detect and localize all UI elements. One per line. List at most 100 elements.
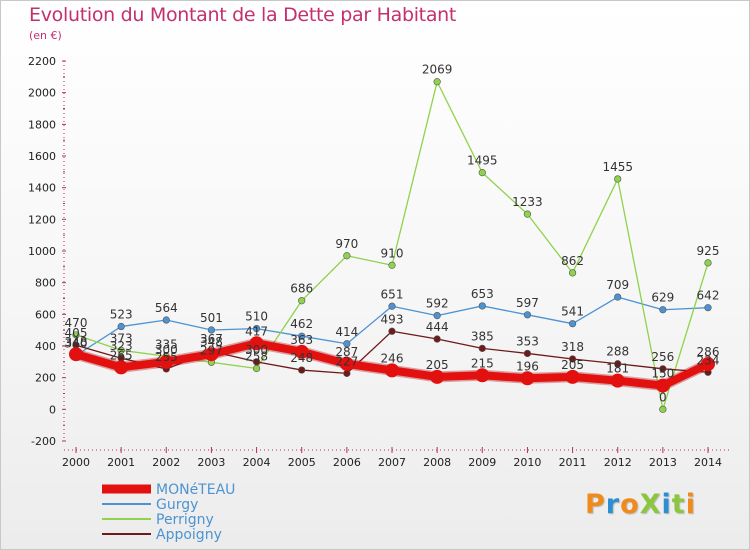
data-point (162, 316, 170, 324)
data-label: 300 (245, 343, 268, 357)
data-point (475, 368, 490, 383)
data-label: 335 (155, 337, 178, 351)
data-point (69, 347, 83, 362)
chart-title: Evolution du Montant de la Dette par Hab… (29, 4, 457, 26)
logo-letter: o (620, 489, 640, 520)
data-point (252, 364, 261, 373)
data-label: 265 (110, 348, 133, 362)
y-tick-label: -200 (31, 435, 56, 448)
data-point (204, 347, 219, 362)
data-point (478, 169, 486, 177)
data-label: 248 (290, 351, 313, 365)
x-tick-label: 2003 (197, 456, 225, 469)
data-point (207, 326, 216, 334)
data-label: 651 (381, 287, 404, 301)
y-tick-label: 1400 (28, 182, 56, 195)
data-label: 385 (471, 329, 494, 343)
data-label: 510 (245, 310, 268, 324)
data-label: 1495 (467, 154, 498, 168)
data-point (294, 344, 309, 359)
data-label: 592 (426, 297, 449, 311)
x-tick-label: 2002 (152, 456, 180, 469)
legend-label: MONéTEAU (156, 482, 235, 498)
data-label: 205 (426, 358, 449, 372)
data-label: 642 (697, 289, 720, 303)
x-tick-label: 2004 (243, 456, 271, 469)
data-label: 150 (651, 367, 674, 381)
data-point (523, 349, 532, 358)
data-point (659, 405, 667, 413)
data-point (478, 344, 486, 352)
data-point (433, 335, 441, 343)
data-point (701, 357, 715, 372)
x-tick-label: 2010 (513, 456, 541, 469)
data-point (523, 210, 532, 218)
data-point (117, 346, 125, 354)
data-point (159, 354, 174, 369)
x-tick-label: 2012 (604, 456, 632, 469)
data-label: 234 (697, 353, 720, 367)
data-point (298, 332, 306, 340)
data-label: 227 (335, 354, 358, 368)
data-label: 181 (606, 362, 629, 376)
y-tick-label: 1600 (28, 150, 56, 163)
data-point (520, 371, 535, 386)
data-label: 297 (200, 343, 223, 357)
data-label: 318 (561, 340, 584, 354)
data-point (568, 320, 577, 328)
data-point (298, 297, 306, 305)
x-tick-label: 2013 (649, 456, 677, 469)
x-tick-label: 2008 (423, 456, 451, 469)
y-tick-label: 2000 (28, 87, 56, 100)
data-point (298, 366, 306, 374)
data-label: 196 (516, 359, 539, 373)
data-point (565, 369, 580, 384)
data-label: 970 (335, 237, 358, 251)
data-point (433, 78, 441, 86)
data-point (343, 340, 351, 348)
y-tick-label: 1200 (28, 213, 56, 226)
data-label: 910 (381, 246, 404, 260)
data-label: 444 (426, 320, 449, 334)
data-label: 348 (200, 335, 223, 349)
data-label: 470 (65, 316, 88, 330)
data-point (523, 311, 532, 319)
data-label: 493 (381, 312, 404, 326)
data-point (568, 269, 577, 277)
data-label: 541 (561, 305, 584, 319)
data-label: 246 (381, 351, 404, 365)
data-label: 367 (200, 332, 223, 346)
data-point (704, 304, 712, 312)
data-point (385, 363, 399, 378)
data-point (114, 360, 129, 375)
data-label: 2069 (422, 63, 453, 77)
y-tick-label: 1800 (28, 118, 56, 131)
data-point (614, 360, 622, 368)
x-tick-label: 2011 (559, 456, 587, 469)
data-label: 709 (606, 278, 629, 292)
data-label: 287 (335, 345, 358, 359)
x-tick-label: 2005 (288, 456, 316, 469)
y-tick-label: 600 (35, 308, 56, 321)
data-point (117, 322, 125, 331)
x-tick-label: 2014 (694, 456, 722, 469)
data-label: 363 (290, 333, 313, 347)
data-point (252, 324, 261, 333)
data-label: 653 (471, 287, 494, 301)
data-point (343, 252, 351, 260)
data-label: 373 (110, 331, 133, 345)
data-point (433, 312, 441, 320)
logo-letter: r (605, 489, 621, 520)
data-label: 353 (516, 334, 539, 348)
data-point (659, 306, 667, 314)
data-point (72, 331, 80, 339)
data-label: 405 (65, 326, 88, 340)
data-point (614, 293, 622, 301)
y-tick-label: 0 (49, 403, 56, 416)
x-tick-label: 2000 (62, 456, 90, 469)
data-label: 288 (606, 345, 629, 359)
data-label: 501 (200, 311, 223, 325)
data-label: 1233 (512, 195, 543, 209)
